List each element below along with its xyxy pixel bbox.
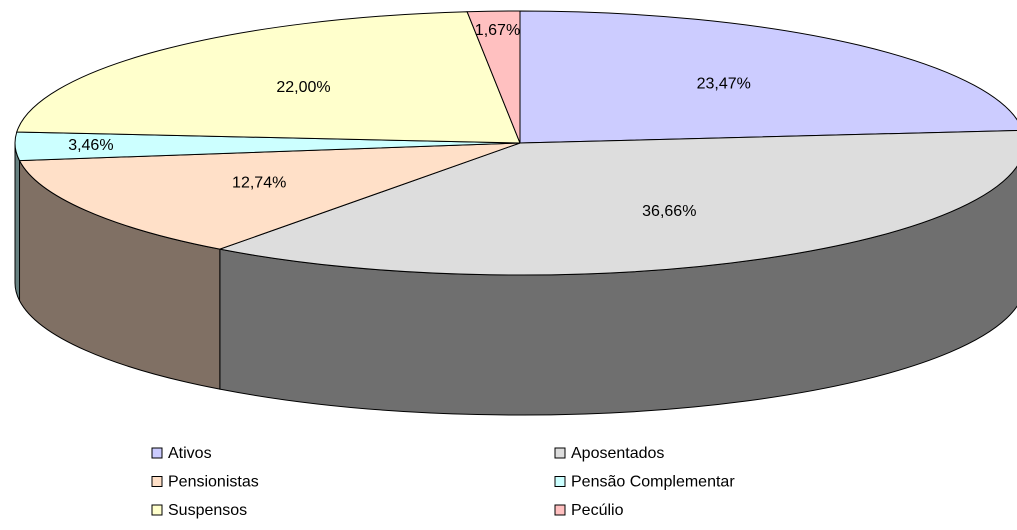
- data-label: 23,47%: [697, 76, 751, 93]
- slice: [519, 10, 1017, 144]
- legend-swatch: [151, 476, 163, 487]
- legend-label: Pecúlio: [571, 502, 624, 519]
- legend-swatch: [554, 476, 566, 487]
- data-label: 36,66%: [642, 203, 696, 220]
- legend-label: Pensionistas: [168, 474, 259, 491]
- legend-swatch: [151, 447, 163, 459]
- legend-label: Pensão Complementar: [571, 474, 735, 491]
- legend-swatch: [554, 504, 566, 516]
- data-label: 12,74%: [232, 175, 286, 192]
- slice: [18, 142, 521, 250]
- slice: [466, 10, 521, 144]
- legend-swatch: [151, 504, 163, 516]
- slice: [217, 129, 1017, 276]
- slice: [16, 11, 521, 144]
- legend-label: Aposentados: [571, 445, 664, 462]
- legend-swatch: [554, 447, 566, 459]
- slice-side: [14, 142, 21, 301]
- legend-label: Suspensos: [168, 502, 247, 519]
- data-label: 22,00%: [276, 79, 330, 96]
- legend-label: Ativos: [168, 445, 212, 462]
- data-label: 1,67%: [475, 22, 520, 39]
- data-label: 3,46%: [68, 137, 113, 154]
